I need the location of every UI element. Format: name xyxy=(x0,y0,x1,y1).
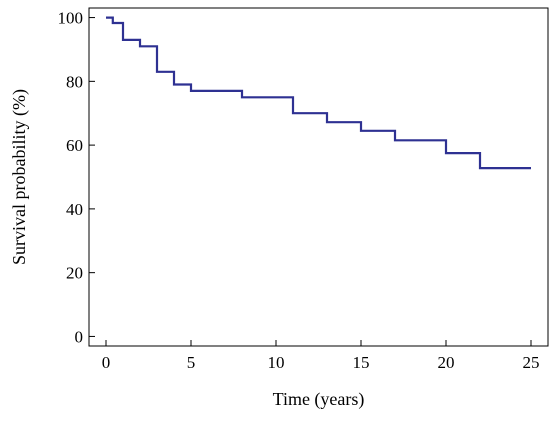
y-axis-label: Survival probability (%) xyxy=(9,89,30,265)
x-tick-label-5: 25 xyxy=(523,353,540,372)
y-tick-label-1: 20 xyxy=(66,264,83,283)
x-axis-label: Time (years) xyxy=(273,389,365,410)
plot-frame xyxy=(88,7,549,347)
y-tick-label-5: 100 xyxy=(58,9,84,28)
x-tick-label-2: 10 xyxy=(268,353,285,372)
survival-curve-0 xyxy=(106,16,531,170)
x-tick-label-3: 15 xyxy=(353,353,370,372)
y-tick-label-0: 0 xyxy=(75,327,84,346)
y-tick-label-3: 60 xyxy=(66,136,83,155)
y-tick-label-2: 40 xyxy=(66,200,83,219)
x-tick-label-0: 0 xyxy=(102,353,111,372)
x-tick-label-4: 20 xyxy=(438,353,455,372)
axis-tick-labels: 0 5 10 15 20 25 0 20 40 60 80 100 xyxy=(58,9,540,372)
x-tick-label-1: 5 xyxy=(187,353,196,372)
axis-ticks xyxy=(89,17,532,346)
survival-curves xyxy=(106,16,531,170)
y-tick-label-4: 80 xyxy=(66,72,83,91)
